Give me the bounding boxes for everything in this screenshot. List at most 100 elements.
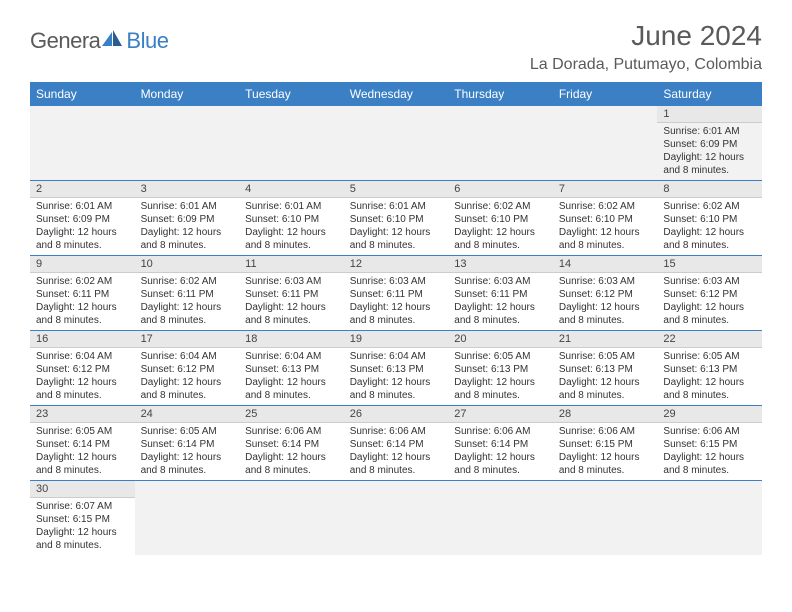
day-details: Sunrise: 6:05 AMSunset: 6:14 PMDaylight:… [135, 423, 240, 480]
calendar-cell: 26Sunrise: 6:06 AMSunset: 6:14 PMDayligh… [344, 406, 449, 480]
day-number: 23 [30, 406, 135, 423]
day-details: Sunrise: 6:01 AMSunset: 6:10 PMDaylight:… [344, 198, 449, 255]
day-header: Wednesday [344, 82, 449, 106]
day-header: Saturday [657, 82, 762, 106]
calendar-cell: 11Sunrise: 6:03 AMSunset: 6:11 PMDayligh… [239, 256, 344, 330]
calendar-cell: 20Sunrise: 6:05 AMSunset: 6:13 PMDayligh… [448, 331, 553, 405]
logo-text-2: Blue [126, 28, 168, 54]
calendar-cell: 14Sunrise: 6:03 AMSunset: 6:12 PMDayligh… [553, 256, 658, 330]
calendar-cell: 17Sunrise: 6:04 AMSunset: 6:12 PMDayligh… [135, 331, 240, 405]
day-details: Sunrise: 6:04 AMSunset: 6:12 PMDaylight:… [135, 348, 240, 405]
day-number: 4 [239, 181, 344, 198]
day-number: 2 [30, 181, 135, 198]
day-number: 28 [553, 406, 658, 423]
day-number: 20 [448, 331, 553, 348]
calendar-body: 1Sunrise: 6:01 AMSunset: 6:09 PMDaylight… [30, 106, 762, 555]
day-details: Sunrise: 6:06 AMSunset: 6:15 PMDaylight:… [553, 423, 658, 480]
calendar-cell: 15Sunrise: 6:03 AMSunset: 6:12 PMDayligh… [657, 256, 762, 330]
calendar: SundayMondayTuesdayWednesdayThursdayFrid… [30, 82, 762, 555]
day-details: Sunrise: 6:01 AMSunset: 6:10 PMDaylight:… [239, 198, 344, 255]
day-number: 7 [553, 181, 658, 198]
day-header: Tuesday [239, 82, 344, 106]
calendar-cell: 28Sunrise: 6:06 AMSunset: 6:15 PMDayligh… [553, 406, 658, 480]
header: Genera Blue June 2024 La Dorada, Putumay… [0, 0, 792, 82]
day-details: Sunrise: 6:02 AMSunset: 6:11 PMDaylight:… [30, 273, 135, 330]
day-number: 17 [135, 331, 240, 348]
calendar-cell: 22Sunrise: 6:05 AMSunset: 6:13 PMDayligh… [657, 331, 762, 405]
day-number: 29 [657, 406, 762, 423]
day-details: Sunrise: 6:02 AMSunset: 6:10 PMDaylight:… [657, 198, 762, 255]
day-number: 5 [344, 181, 449, 198]
day-number: 13 [448, 256, 553, 273]
calendar-cell: 9Sunrise: 6:02 AMSunset: 6:11 PMDaylight… [30, 256, 135, 330]
day-number: 6 [448, 181, 553, 198]
day-number: 24 [135, 406, 240, 423]
day-number: 10 [135, 256, 240, 273]
day-details: Sunrise: 6:05 AMSunset: 6:13 PMDaylight:… [553, 348, 658, 405]
calendar-week: 23Sunrise: 6:05 AMSunset: 6:14 PMDayligh… [30, 406, 762, 481]
day-details: Sunrise: 6:02 AMSunset: 6:10 PMDaylight:… [448, 198, 553, 255]
day-details: Sunrise: 6:06 AMSunset: 6:15 PMDaylight:… [657, 423, 762, 480]
day-header: Sunday [30, 82, 135, 106]
day-headers-row: SundayMondayTuesdayWednesdayThursdayFrid… [30, 82, 762, 106]
day-number: 30 [30, 481, 135, 498]
day-details: Sunrise: 6:04 AMSunset: 6:13 PMDaylight:… [344, 348, 449, 405]
day-details: Sunrise: 6:03 AMSunset: 6:12 PMDaylight:… [553, 273, 658, 330]
calendar-cell: 10Sunrise: 6:02 AMSunset: 6:11 PMDayligh… [135, 256, 240, 330]
calendar-cell: 1Sunrise: 6:01 AMSunset: 6:09 PMDaylight… [657, 106, 762, 180]
calendar-cell: 7Sunrise: 6:02 AMSunset: 6:10 PMDaylight… [553, 181, 658, 255]
day-details: Sunrise: 6:04 AMSunset: 6:13 PMDaylight:… [239, 348, 344, 405]
calendar-cell: 29Sunrise: 6:06 AMSunset: 6:15 PMDayligh… [657, 406, 762, 480]
location: La Dorada, Putumayo, Colombia [530, 56, 762, 74]
calendar-cell [553, 481, 658, 555]
day-number: 21 [553, 331, 658, 348]
day-details: Sunrise: 6:05 AMSunset: 6:13 PMDaylight:… [448, 348, 553, 405]
day-details: Sunrise: 6:01 AMSunset: 6:09 PMDaylight:… [30, 198, 135, 255]
day-details: Sunrise: 6:06 AMSunset: 6:14 PMDaylight:… [239, 423, 344, 480]
calendar-cell [553, 106, 658, 180]
day-details: Sunrise: 6:03 AMSunset: 6:11 PMDaylight:… [239, 273, 344, 330]
day-details: Sunrise: 6:06 AMSunset: 6:14 PMDaylight:… [344, 423, 449, 480]
calendar-week: 9Sunrise: 6:02 AMSunset: 6:11 PMDaylight… [30, 256, 762, 331]
calendar-cell: 8Sunrise: 6:02 AMSunset: 6:10 PMDaylight… [657, 181, 762, 255]
day-number: 26 [344, 406, 449, 423]
day-number: 22 [657, 331, 762, 348]
day-details: Sunrise: 6:01 AMSunset: 6:09 PMDaylight:… [135, 198, 240, 255]
day-details: Sunrise: 6:05 AMSunset: 6:13 PMDaylight:… [657, 348, 762, 405]
day-details: Sunrise: 6:03 AMSunset: 6:11 PMDaylight:… [344, 273, 449, 330]
calendar-week: 30Sunrise: 6:07 AMSunset: 6:15 PMDayligh… [30, 481, 762, 555]
calendar-cell [135, 106, 240, 180]
day-header: Monday [135, 82, 240, 106]
day-details: Sunrise: 6:02 AMSunset: 6:10 PMDaylight:… [553, 198, 658, 255]
calendar-cell: 12Sunrise: 6:03 AMSunset: 6:11 PMDayligh… [344, 256, 449, 330]
day-details: Sunrise: 6:01 AMSunset: 6:09 PMDaylight:… [657, 123, 762, 180]
calendar-cell: 6Sunrise: 6:02 AMSunset: 6:10 PMDaylight… [448, 181, 553, 255]
day-details: Sunrise: 6:05 AMSunset: 6:14 PMDaylight:… [30, 423, 135, 480]
calendar-cell: 4Sunrise: 6:01 AMSunset: 6:10 PMDaylight… [239, 181, 344, 255]
day-details: Sunrise: 6:07 AMSunset: 6:15 PMDaylight:… [30, 498, 135, 555]
day-number: 14 [553, 256, 658, 273]
calendar-cell: 23Sunrise: 6:05 AMSunset: 6:14 PMDayligh… [30, 406, 135, 480]
month-title: June 2024 [530, 20, 762, 52]
calendar-cell: 19Sunrise: 6:04 AMSunset: 6:13 PMDayligh… [344, 331, 449, 405]
day-number: 16 [30, 331, 135, 348]
day-header: Thursday [448, 82, 553, 106]
calendar-cell [344, 481, 449, 555]
calendar-cell [239, 481, 344, 555]
logo-sail-icon [102, 30, 124, 53]
day-details: Sunrise: 6:06 AMSunset: 6:14 PMDaylight:… [448, 423, 553, 480]
day-number: 15 [657, 256, 762, 273]
calendar-cell: 21Sunrise: 6:05 AMSunset: 6:13 PMDayligh… [553, 331, 658, 405]
calendar-week: 16Sunrise: 6:04 AMSunset: 6:12 PMDayligh… [30, 331, 762, 406]
day-details: Sunrise: 6:02 AMSunset: 6:11 PMDaylight:… [135, 273, 240, 330]
logo-text-1: Genera [30, 28, 100, 54]
day-details: Sunrise: 6:04 AMSunset: 6:12 PMDaylight:… [30, 348, 135, 405]
day-number: 1 [657, 106, 762, 123]
day-number: 12 [344, 256, 449, 273]
day-details: Sunrise: 6:03 AMSunset: 6:11 PMDaylight:… [448, 273, 553, 330]
calendar-cell [135, 481, 240, 555]
logo: Genera Blue [30, 28, 168, 54]
calendar-cell: 3Sunrise: 6:01 AMSunset: 6:09 PMDaylight… [135, 181, 240, 255]
calendar-cell [448, 481, 553, 555]
calendar-cell [344, 106, 449, 180]
